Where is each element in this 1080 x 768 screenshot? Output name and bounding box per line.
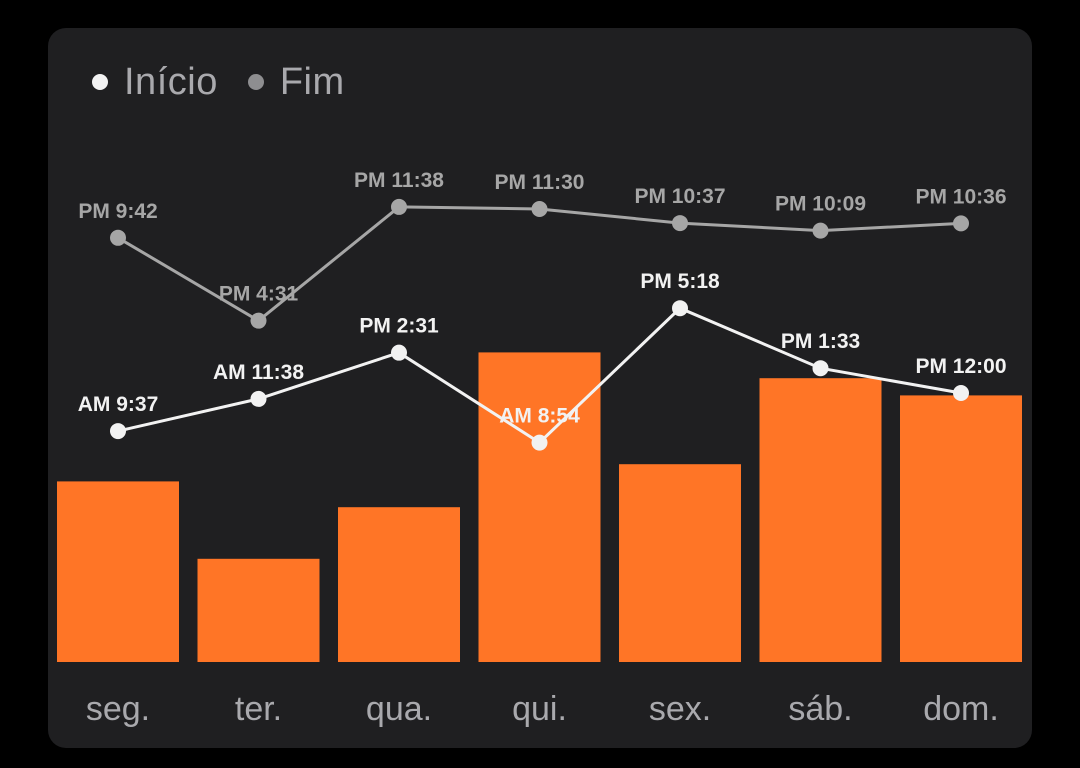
legend-label-fim: Fim xyxy=(279,60,345,103)
point-inicio-0 xyxy=(110,423,126,440)
x-tick-label-3: qui. xyxy=(512,690,567,728)
x-tick-label-2: qua. xyxy=(366,690,432,728)
point-inicio-2 xyxy=(391,344,407,361)
data-label-inicio-6: PM 12:00 xyxy=(915,355,1006,378)
bar-2 xyxy=(338,507,460,662)
bar-1 xyxy=(197,558,320,662)
data-label-fim-4: PM 10:37 xyxy=(634,185,725,208)
legend-label-inicio: Início xyxy=(124,60,218,103)
x-tick-label-0: seg. xyxy=(86,690,150,728)
bar-4 xyxy=(619,464,741,662)
data-label-fim-2: PM 11:38 xyxy=(354,169,444,192)
bar-0 xyxy=(57,481,179,662)
point-fim-6 xyxy=(953,215,969,232)
data-label-fim-3: PM 11:30 xyxy=(495,171,585,194)
point-inicio-3 xyxy=(531,434,548,451)
data-label-fim-0: PM 9:42 xyxy=(78,200,157,223)
bar-3 xyxy=(478,352,601,662)
bar-6 xyxy=(900,395,1022,662)
point-fim-0 xyxy=(110,229,126,246)
chart-legend: Início Fim xyxy=(92,58,375,106)
point-inicio-5 xyxy=(812,360,829,377)
point-inicio-6 xyxy=(953,385,969,401)
point-fim-1 xyxy=(250,312,267,329)
data-label-fim-1: PM 4:31 xyxy=(219,283,299,306)
data-label-fim-5: PM 10:09 xyxy=(775,193,866,216)
point-fim-5 xyxy=(812,222,829,239)
data-label-fim-6: PM 10:36 xyxy=(915,185,1006,208)
bar-5 xyxy=(759,378,882,662)
data-label-inicio-5: PM 1:33 xyxy=(781,330,860,353)
x-tick-label-6: dom. xyxy=(923,690,999,728)
legend-item-fim: Fim xyxy=(247,60,345,104)
data-label-inicio-4: PM 5:18 xyxy=(640,270,720,293)
point-inicio-4 xyxy=(672,300,688,317)
point-inicio-1 xyxy=(250,390,267,407)
point-fim-2 xyxy=(391,198,407,215)
x-tick-label-5: sáb. xyxy=(788,690,852,728)
x-tick-label-1: ter. xyxy=(235,690,282,728)
data-label-inicio-1: AM 11:38 xyxy=(213,361,304,384)
point-fim-3 xyxy=(531,201,548,217)
point-fim-4 xyxy=(672,215,688,232)
data-label-inicio-2: PM 2:31 xyxy=(359,315,439,338)
data-label-inicio-0: AM 9:37 xyxy=(78,393,159,416)
legend-dot-inicio xyxy=(92,74,108,90)
legend-dot-fim xyxy=(247,74,264,90)
data-label-inicio-3: AM 8:54 xyxy=(499,405,580,428)
x-tick-label-4: sex. xyxy=(649,690,711,728)
legend-item-inicio: Início xyxy=(92,61,218,104)
